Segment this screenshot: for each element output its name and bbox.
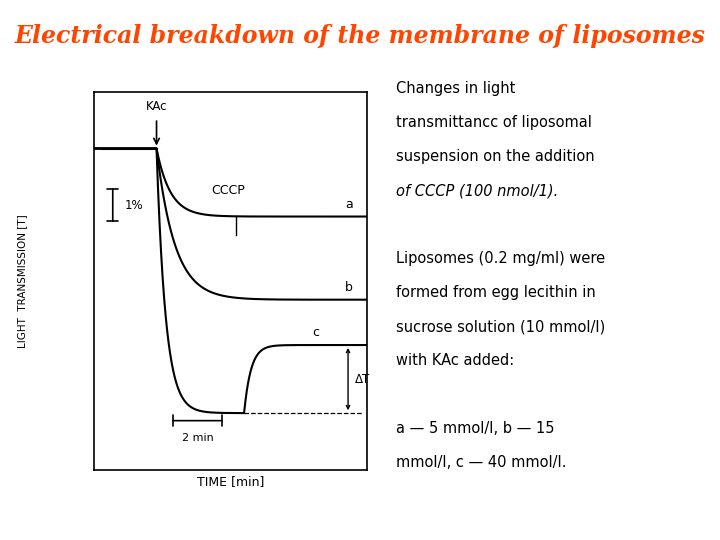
Text: of CCCP (100 nmol/1).: of CCCP (100 nmol/1). bbox=[396, 183, 558, 198]
Text: 2 min: 2 min bbox=[181, 434, 213, 443]
Text: KAc: KAc bbox=[145, 99, 167, 112]
Text: 1%: 1% bbox=[125, 199, 144, 212]
Text: Liposomes (0.2 mg/ml) were: Liposomes (0.2 mg/ml) were bbox=[396, 251, 605, 266]
Text: with KAc added:: with KAc added: bbox=[396, 353, 514, 368]
Text: a: a bbox=[346, 198, 353, 211]
Text: suspension on the addition: suspension on the addition bbox=[396, 149, 595, 164]
Text: formed from egg lecithin in: formed from egg lecithin in bbox=[396, 285, 595, 300]
Text: CCCP: CCCP bbox=[211, 185, 245, 198]
Text: ΔT: ΔT bbox=[355, 373, 370, 386]
X-axis label: TIME [min]: TIME [min] bbox=[197, 475, 264, 488]
Text: LIGHT  TRANSMISSION [T]: LIGHT TRANSMISSION [T] bbox=[17, 214, 27, 348]
Text: Changes in light: Changes in light bbox=[396, 81, 516, 96]
Text: a — 5 mmol/I, b — 15: a — 5 mmol/I, b — 15 bbox=[396, 421, 554, 436]
Text: transmittancc of liposomal: transmittancc of liposomal bbox=[396, 115, 592, 130]
Text: b: b bbox=[346, 281, 354, 294]
Text: mmol/I, c — 40 mmol/I.: mmol/I, c — 40 mmol/I. bbox=[396, 455, 567, 470]
Text: c: c bbox=[312, 326, 320, 339]
Text: sucrose solution (10 mmol/I): sucrose solution (10 mmol/I) bbox=[396, 319, 606, 334]
Text: Electrical breakdown of the membrane of liposomes: Electrical breakdown of the membrane of … bbox=[14, 24, 706, 48]
